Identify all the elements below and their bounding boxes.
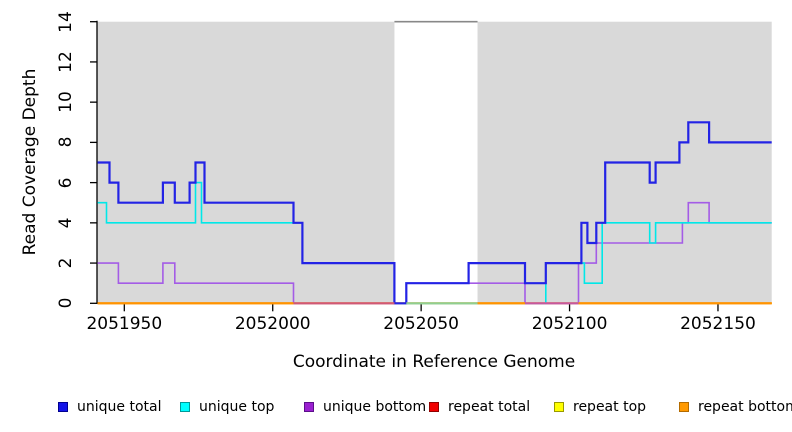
x-tick-label: 2052100 [531, 314, 608, 334]
y-tick-label: 14 [56, 10, 76, 33]
legend-item-repeat-top: repeat top [554, 399, 646, 415]
legend-swatch-icon [679, 402, 689, 412]
y-tick-label: 6 [56, 177, 76, 189]
legend-item-repeat-total: repeat total [429, 399, 530, 415]
legend-label: repeat total [448, 399, 531, 415]
legend-swatch-icon [58, 402, 68, 412]
x-axis-title: Coordinate in Reference Genome [292, 352, 576, 372]
legend-swatch-icon [429, 402, 439, 412]
y-tick-label: 8 [56, 136, 76, 148]
x-tick-label: 2051950 [86, 314, 163, 334]
legend-label: unique total [77, 399, 162, 415]
legend-swatch-icon [304, 402, 314, 412]
legend-item-unique-total: unique total [58, 399, 161, 415]
legend-label: unique bottom [323, 399, 427, 415]
legend-swatch-icon [554, 402, 564, 412]
legend-item-unique-top: unique top [180, 399, 274, 415]
legend-label: unique top [199, 399, 275, 415]
y-tick-label: 10 [56, 91, 76, 113]
legend-swatch-icon [180, 402, 190, 412]
series-line-unique-total [97, 121, 772, 305]
y-axis-title: Read Coverage Depth [20, 68, 40, 256]
y-tick-label: 12 [56, 51, 76, 73]
x-tick-label: 2052050 [383, 314, 459, 334]
covered-region [97, 21, 395, 304]
x-tick-label: 2052150 [680, 314, 756, 334]
legend-label: repeat top [573, 399, 647, 415]
legend-item-unique-bottom: unique bottom [304, 399, 426, 415]
y-tick-label: 0 [56, 297, 76, 309]
series-line-unique-bottom [97, 201, 772, 305]
legend-label: repeat bottom [698, 399, 792, 415]
y-tick-label: 4 [56, 217, 76, 229]
y-tick-label: 2 [56, 257, 76, 269]
x-tick-label: 2052000 [234, 314, 311, 334]
legend-item-repeat-bottom: repeat bottom [679, 399, 792, 415]
